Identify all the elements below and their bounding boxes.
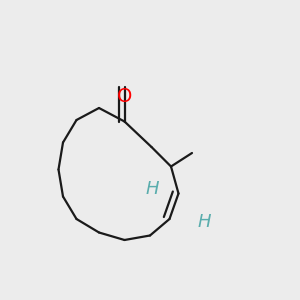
Text: O: O bbox=[117, 86, 132, 106]
Text: H: H bbox=[146, 180, 159, 198]
Text: H: H bbox=[198, 213, 211, 231]
